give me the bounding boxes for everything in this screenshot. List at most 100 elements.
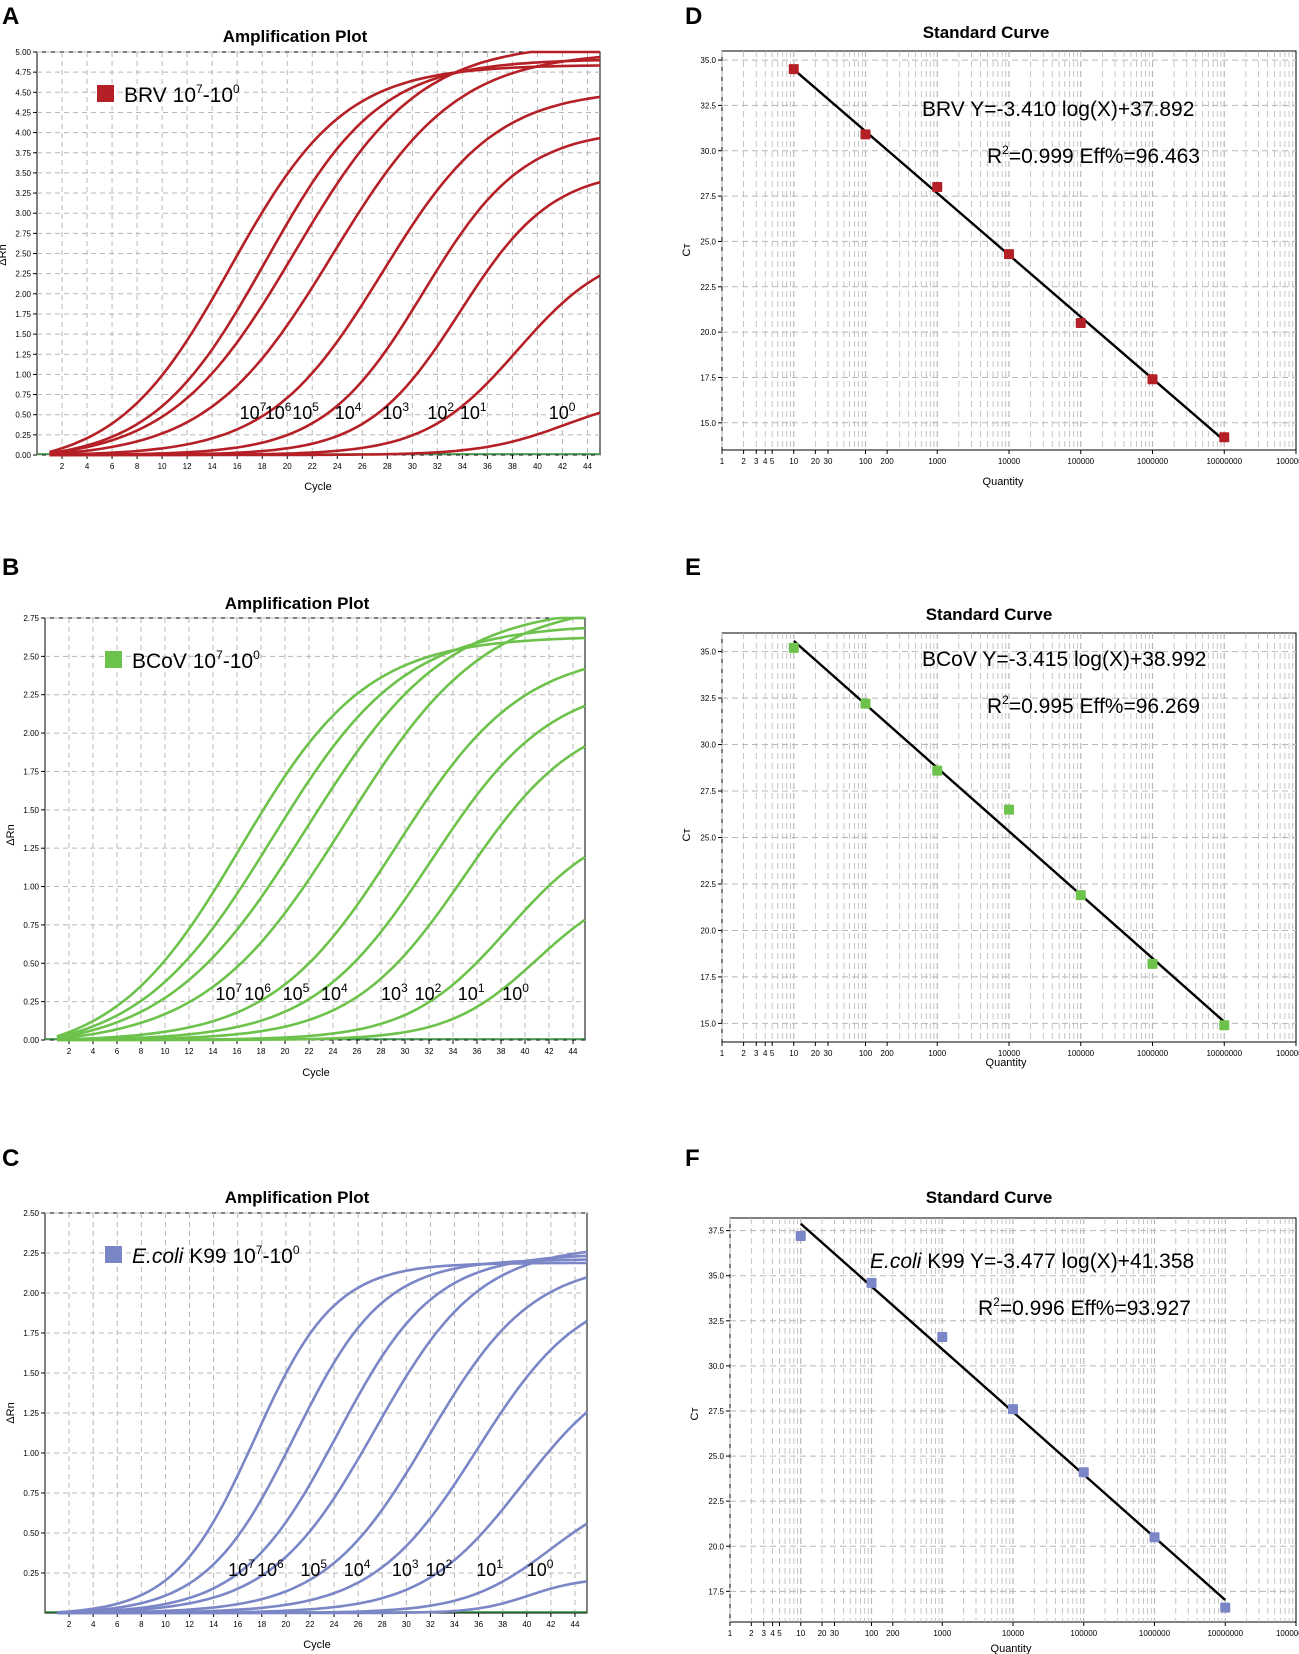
chart-title: Amplification Plot bbox=[225, 594, 370, 613]
y-tick-label: 1.50 bbox=[23, 1369, 39, 1378]
y-tick-label: 2.00 bbox=[23, 729, 39, 738]
x-tick-label: 1000 bbox=[928, 457, 946, 466]
x-tick-label: 44 bbox=[583, 462, 592, 471]
y-tick-label: 35.0 bbox=[708, 1272, 724, 1281]
curve-label: 103 bbox=[382, 400, 409, 423]
chart-title: Amplification Plot bbox=[225, 1188, 370, 1207]
y-tick-label: 1.50 bbox=[15, 330, 31, 339]
x-tick-label: 16 bbox=[233, 462, 242, 471]
y-tick-label: 20.0 bbox=[708, 1542, 724, 1551]
x-tick-label: 26 bbox=[358, 462, 367, 471]
x-tick-label: 12 bbox=[185, 1047, 194, 1056]
legend-label: BCoV 107-100 bbox=[132, 648, 260, 673]
curve-label: 101 bbox=[476, 1557, 503, 1580]
x-tick-label: 10000 bbox=[1002, 1629, 1025, 1638]
y-tick-label: 17.5 bbox=[708, 1587, 724, 1596]
data-point bbox=[788, 642, 799, 653]
x-tick-label: 14 bbox=[209, 1047, 218, 1056]
x-axis-label: Quantity bbox=[991, 1643, 1032, 1654]
x-tick-label: 100 bbox=[859, 457, 873, 466]
x-tick-label: 18 bbox=[257, 1620, 266, 1629]
data-point bbox=[1075, 890, 1086, 901]
y-tick-label: 0.50 bbox=[23, 959, 39, 968]
x-tick-label: 40 bbox=[533, 462, 542, 471]
y-tick-label: 3.00 bbox=[15, 209, 31, 218]
x-tick-label: 30 bbox=[401, 1047, 410, 1056]
x-tick-label: 200 bbox=[886, 1629, 900, 1638]
panel-letter-A: A bbox=[2, 3, 19, 30]
y-tick-label: 4.00 bbox=[15, 129, 31, 138]
x-tick-label: 2 bbox=[741, 457, 746, 466]
x-tick-label: 38 bbox=[497, 1047, 506, 1056]
y-tick-label: 32.5 bbox=[700, 694, 716, 703]
x-tick-label: 24 bbox=[329, 1047, 338, 1056]
panel-letter-E: E bbox=[685, 554, 701, 581]
y-axis-label: Cт bbox=[689, 1408, 701, 1421]
x-tick-label: 100000 bbox=[1070, 1629, 1097, 1638]
x-tick-label: 5 bbox=[770, 457, 775, 466]
y-tick-label: 22.5 bbox=[700, 880, 716, 889]
x-tick-label: 40 bbox=[522, 1620, 531, 1629]
y-tick-label: 1.00 bbox=[23, 883, 39, 892]
x-tick-label: 8 bbox=[139, 1047, 144, 1056]
equation-text: E.coli K99 Y=-3.477 log(X)+41.358 bbox=[870, 1250, 1194, 1273]
legend: E.coli K99 107-100 bbox=[105, 1243, 300, 1268]
x-tick-label: 36 bbox=[473, 1047, 482, 1056]
x-tick-label: 4 bbox=[763, 457, 768, 466]
series-line-10^2 bbox=[56, 704, 586, 1042]
x-tick-label: 1000000 bbox=[1137, 1049, 1169, 1058]
x-tick-label: 42 bbox=[545, 1047, 554, 1056]
y-tick-label: 1.75 bbox=[23, 767, 39, 776]
x-tick-label: 6 bbox=[110, 462, 115, 471]
x-tick-label: 32 bbox=[426, 1620, 435, 1629]
y-tick-label: 20.0 bbox=[700, 926, 716, 935]
x-tick-label: 12 bbox=[185, 1620, 194, 1629]
curve-label: 102 bbox=[427, 400, 454, 423]
legend: BCoV 107-100 bbox=[105, 648, 260, 673]
x-tick-label: 1 bbox=[728, 1629, 733, 1638]
x-tick-label: 30 bbox=[402, 1620, 411, 1629]
curve-label: 107 bbox=[215, 981, 242, 1004]
y-tick-label: 2.50 bbox=[23, 1209, 39, 1218]
x-tick-label: 38 bbox=[508, 462, 517, 471]
x-tick-label: 20 bbox=[811, 1049, 820, 1058]
x-tick-label: 24 bbox=[333, 462, 342, 471]
y-tick-label: 2.75 bbox=[15, 229, 31, 238]
x-tick-label: 1000000 bbox=[1139, 1629, 1171, 1638]
x-tick-label: 10 bbox=[158, 462, 167, 471]
x-tick-label: 18 bbox=[258, 462, 267, 471]
curve-label: 101 bbox=[460, 400, 487, 423]
x-tick-label: 3 bbox=[762, 1629, 767, 1638]
x-tick-label: 24 bbox=[330, 1620, 339, 1629]
curve-label: 105 bbox=[283, 981, 310, 1004]
x-tick-label: 14 bbox=[209, 1620, 218, 1629]
x-tick-label: 2 bbox=[741, 1049, 746, 1058]
y-tick-label: 0.00 bbox=[15, 451, 31, 460]
x-tick-label: 10000000 bbox=[1206, 1049, 1242, 1058]
y-tick-label: 27.5 bbox=[700, 192, 716, 201]
x-tick-label: 22 bbox=[308, 462, 317, 471]
series-line-10^6 bbox=[49, 58, 601, 455]
x-tick-label: 200 bbox=[880, 457, 894, 466]
x-tick-label: 28 bbox=[377, 1047, 386, 1056]
x-tick-label: 16 bbox=[233, 1620, 242, 1629]
x-tick-label: 14 bbox=[208, 462, 217, 471]
curve-label: 100 bbox=[527, 1557, 554, 1580]
y-tick-label: 30.0 bbox=[708, 1362, 724, 1371]
standard-curve-E: E Standard Curve 15.0 17.5 20.0 22.5 25.0 27.5 3… bbox=[681, 554, 1299, 1069]
data-point bbox=[1004, 249, 1014, 260]
data-point bbox=[860, 129, 871, 140]
data-point bbox=[1004, 804, 1014, 815]
y-tick-label: 32.5 bbox=[700, 101, 716, 110]
curve-label: 100 bbox=[549, 400, 576, 423]
data-point bbox=[1147, 958, 1158, 969]
chart-title: Amplification Plot bbox=[223, 27, 368, 46]
data-point bbox=[1219, 1020, 1230, 1031]
x-tick-label: 30 bbox=[824, 1049, 833, 1058]
x-tick-label: 2 bbox=[67, 1047, 72, 1056]
x-tick-label: 1 bbox=[720, 457, 725, 466]
x-tick-label: 10000 bbox=[998, 457, 1021, 466]
